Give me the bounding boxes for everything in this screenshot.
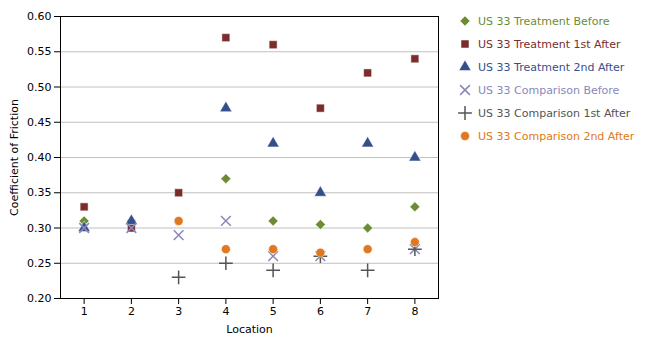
svg-text:3: 3 xyxy=(175,305,182,318)
svg-text:Location: Location xyxy=(226,323,273,336)
svg-text:0.35: 0.35 xyxy=(27,186,52,199)
html-text:US 33 Treatment 2nd After: US 33 Treatment 2nd After xyxy=(478,60,625,74)
svg-text:0.45: 0.45 xyxy=(27,116,52,129)
svg-text:6: 6 xyxy=(317,305,324,318)
svg-text:4: 4 xyxy=(222,305,229,318)
html-text:US 33 Treatment 1st After: US 33 Treatment 1st After xyxy=(478,37,621,51)
html-text:US 33 Treatment Before: US 33 Treatment Before xyxy=(478,14,610,28)
svg-text:7: 7 xyxy=(364,305,371,318)
html-text:US 33 Comparison Before: US 33 Comparison Before xyxy=(478,83,620,97)
html-text:US 33 Comparison 1st After: US 33 Comparison 1st After xyxy=(478,106,631,120)
svg-text:0.50: 0.50 xyxy=(27,81,52,94)
svg-text:0.25: 0.25 xyxy=(27,257,52,270)
svg-text:5: 5 xyxy=(270,305,277,318)
svg-text:1: 1 xyxy=(81,305,88,318)
html-text:US 33 Comparison 2nd After: US 33 Comparison 2nd After xyxy=(478,129,635,143)
svg-text:8: 8 xyxy=(411,305,418,318)
svg-text:0.20: 0.20 xyxy=(27,292,52,305)
svg-text:2: 2 xyxy=(128,305,135,318)
svg-text:0.40: 0.40 xyxy=(27,151,52,164)
svg-text:Coefficient of Friction: Coefficient of Friction xyxy=(8,99,21,216)
svg-text:0.30: 0.30 xyxy=(27,222,52,235)
svg-text:0.55: 0.55 xyxy=(27,45,52,58)
svg-text:0.60: 0.60 xyxy=(27,10,52,23)
